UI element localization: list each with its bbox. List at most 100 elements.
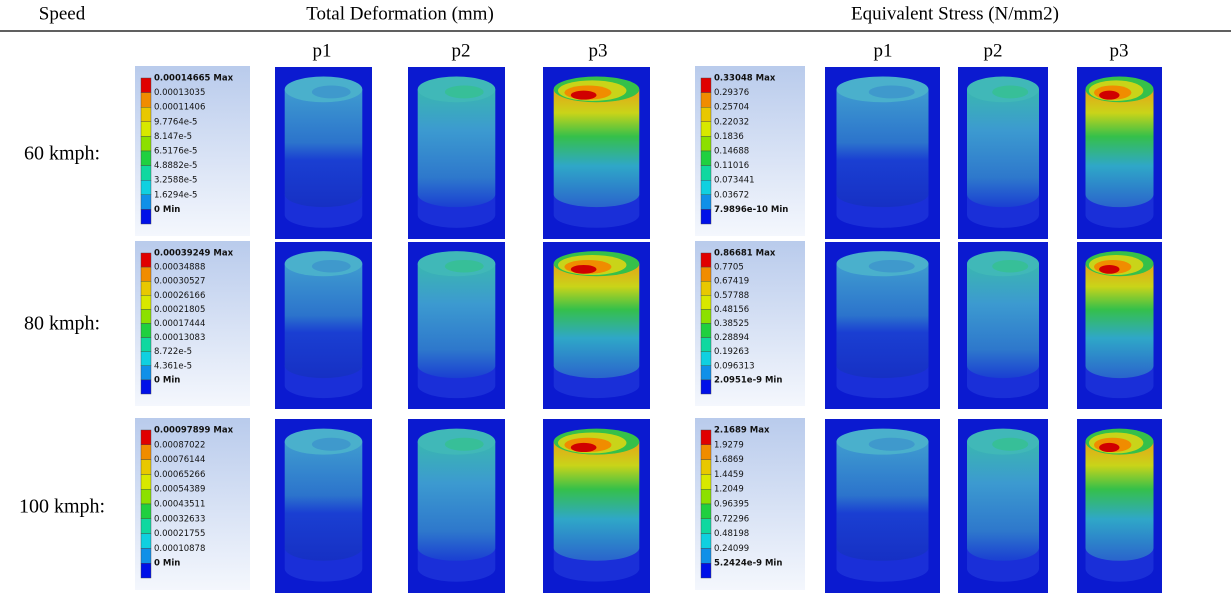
legend-label: 4.8882e-5 <box>154 161 197 171</box>
legend-label: 1.4459 <box>714 470 744 480</box>
legend-swatch <box>701 563 711 578</box>
legend-swatch <box>141 309 151 323</box>
legend: 0.00014665 Max0.000130350.000114069.7764… <box>135 66 250 236</box>
cylinder-top <box>312 438 351 451</box>
legend-swatch <box>701 309 711 323</box>
legend-label: 0.19263 <box>714 347 749 357</box>
page: Speed Total Deformation (mm) Equivalent … <box>0 0 1231 597</box>
cylinder-body <box>837 89 929 207</box>
contour-image <box>825 419 940 593</box>
legend-label: 0.00034888 <box>154 263 205 273</box>
cylinder-top <box>1099 91 1119 100</box>
legend-label: 2.1689 Max <box>714 426 770 436</box>
legend-label: 0.14688 <box>714 147 749 157</box>
legend-swatch <box>141 338 151 352</box>
cylinder-body <box>837 264 929 378</box>
legend-swatch <box>701 430 711 445</box>
legend-swatch <box>141 295 151 309</box>
legend-swatch <box>701 151 711 166</box>
legend-label: 0.00032633 <box>154 514 205 524</box>
legend-label: 9.7764e-5 <box>154 117 197 127</box>
legend-label: 0.24099 <box>714 544 749 554</box>
legend-swatch <box>141 445 151 460</box>
legend-label: 0.38525 <box>714 319 749 329</box>
cylinder-top <box>1099 443 1119 452</box>
legend-label: 1.2049 <box>714 485 744 495</box>
column-header: p2 <box>452 40 471 61</box>
contour-image <box>825 67 940 239</box>
contour-image <box>275 242 372 409</box>
legend-swatch <box>701 519 711 534</box>
column-header: p3 <box>1110 40 1129 61</box>
legend-label: 0.28894 <box>714 333 749 343</box>
legend-swatch <box>701 445 711 460</box>
cylinder-body <box>554 264 640 378</box>
legend-swatch <box>701 489 711 504</box>
contour-image <box>543 419 650 593</box>
cylinder-top <box>445 438 484 451</box>
legend-label: 0.29376 <box>714 88 749 98</box>
legend-label: 0.00021755 <box>154 529 205 539</box>
legend-swatch <box>141 430 151 445</box>
cylinder-top <box>992 260 1028 273</box>
legend-label: 0 Min <box>154 559 180 569</box>
legend: 2.1689 Max1.92791.68691.44591.20490.9639… <box>695 418 805 590</box>
legend-label: 0.00065266 <box>154 470 205 480</box>
legend-swatch <box>141 534 151 549</box>
legend-swatch <box>141 504 151 519</box>
contour-image <box>1077 67 1162 239</box>
legend-swatch <box>141 209 151 224</box>
legend-swatch <box>701 166 711 181</box>
legend-label: 8.722e-5 <box>154 347 192 357</box>
legend-label: 1.6294e-5 <box>154 190 197 200</box>
legend-swatch <box>701 548 711 563</box>
legend: 0.00097899 Max0.000870220.000761440.0006… <box>135 418 250 590</box>
legend-swatch <box>141 366 151 380</box>
contour-image <box>408 67 505 239</box>
contour-image <box>543 67 650 239</box>
legend-swatch <box>701 338 711 352</box>
cylinder-top <box>571 91 597 100</box>
contour-image <box>275 419 372 593</box>
cylinder-body <box>285 264 363 378</box>
cylinder-top <box>571 265 597 274</box>
cylinder-body <box>967 264 1039 378</box>
legend-swatch <box>141 122 151 137</box>
legend-label: 0.03672 <box>714 190 749 200</box>
legend-swatch <box>701 267 711 281</box>
contour-image <box>1077 419 1162 593</box>
legend-label: 0.48156 <box>714 305 749 315</box>
legend-swatch <box>701 93 711 108</box>
legend-label: 6.5176e-5 <box>154 147 197 157</box>
legend-swatch <box>141 180 151 195</box>
legend-label: 0.096313 <box>714 361 755 371</box>
speed-label: 80 kmph: <box>24 313 100 335</box>
contour-image <box>958 67 1048 239</box>
legend-label: 0.7705 <box>714 263 744 273</box>
legend-swatch <box>141 460 151 475</box>
legend-swatch <box>701 136 711 151</box>
legend-swatch <box>701 366 711 380</box>
legend-swatch <box>141 195 151 210</box>
contour-image <box>543 242 650 409</box>
legend-swatch <box>141 151 151 166</box>
contour-image <box>408 419 505 593</box>
legend-swatch <box>141 107 151 122</box>
speed-label: 100 kmph: <box>19 496 105 518</box>
legend-swatch <box>141 352 151 366</box>
cylinder-top <box>992 438 1028 451</box>
legend-label: 1.6869 <box>714 455 744 465</box>
legend-label: 0.00030527 <box>154 277 205 287</box>
legend-label: 0.00013083 <box>154 333 205 343</box>
legend-swatch <box>141 267 151 281</box>
legend-label: 0.86681 Max <box>714 249 776 259</box>
legend-label: 0.00011406 <box>154 103 205 113</box>
cylinder-top <box>869 85 915 98</box>
cylinder-body <box>1086 442 1154 561</box>
cylinder-top <box>445 260 484 273</box>
legend-swatch <box>141 563 151 578</box>
legend-swatch <box>701 474 711 489</box>
legend-label: 0.00043511 <box>154 500 205 510</box>
legend-swatch <box>141 489 151 504</box>
cylinder-top <box>992 85 1028 98</box>
